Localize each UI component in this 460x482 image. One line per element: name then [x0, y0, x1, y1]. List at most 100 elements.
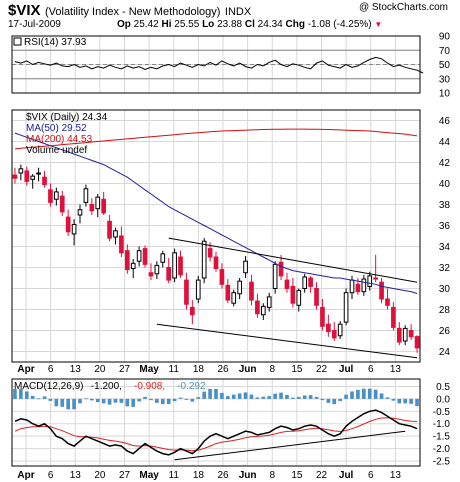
macd-histogram-bar [89, 398, 94, 401]
chart-title-area: $VIX (Volatility Index - New Methodology… [8, 2, 448, 32]
candle-body [119, 235, 124, 254]
macd-x-tick-label: 6 [48, 470, 54, 481]
macd-histogram-bar [344, 394, 348, 399]
price-x-tick-label: 15 [291, 364, 303, 375]
macd-x-tick-label: 27 [119, 470, 131, 481]
macd-histogram-bar [373, 389, 378, 399]
stat-lo-label: Lo [202, 19, 215, 30]
candle-body [12, 174, 18, 179]
macd-histogram-bar [101, 398, 106, 404]
candle-body [95, 196, 101, 210]
candle-body [302, 276, 308, 290]
candle-body [213, 256, 219, 270]
macd-tick-label: -2.5 [433, 457, 451, 468]
macd-x-tick-label: 11 [169, 470, 180, 481]
macd-histogram-bar [36, 398, 41, 400]
macd-histogram-bar [255, 397, 260, 399]
price-trendline [156, 323, 418, 359]
macd-histogram-bar [302, 395, 307, 399]
candle-body [396, 327, 402, 343]
macd-histogram-bar [42, 396, 47, 399]
macd-x-tick-label: 15 [291, 470, 303, 481]
macd-legend-entry: -1.200, [91, 381, 122, 392]
price-tick-label: 38 [439, 200, 451, 211]
stat-cl-label: Cl [244, 19, 255, 30]
candle-body [296, 290, 302, 306]
candle-body [184, 279, 189, 305]
price-x-tick-label: Jul [339, 364, 354, 375]
price-tick-label: 32 [439, 263, 451, 274]
candle-body [195, 279, 201, 300]
rsi-tick-label: 90 [439, 32, 451, 43]
macd-histogram-bar [220, 392, 224, 399]
candle-body [290, 285, 296, 304]
macd-tick-label: 0.5 [436, 382, 450, 393]
macd-histogram-bar [403, 398, 408, 404]
price-tick-label: 30 [439, 284, 451, 295]
candle-body [36, 172, 41, 175]
candle-body [367, 275, 373, 287]
macd-histogram-bar [202, 391, 207, 399]
stat-cl-value: 24.34 [257, 19, 283, 30]
price-x-tick-label: 13 [390, 364, 402, 375]
candle-body [391, 306, 396, 328]
macd-histogram-bar [119, 398, 124, 403]
candle-body [190, 306, 195, 316]
macd-histogram-bar [190, 398, 195, 402]
candle-body [42, 176, 47, 186]
candle-body [373, 277, 378, 280]
symbol-name: (Volatility Index - New Methodology) [44, 6, 221, 18]
candle-body [343, 292, 349, 323]
macd-histogram-bar [178, 397, 183, 399]
macd-histogram-bar [261, 396, 266, 399]
macd-histogram-bar [279, 392, 283, 399]
macd-legend-entry: MACD(12,26,9) [14, 381, 83, 392]
macd-x-tick-label: Apr [17, 470, 34, 481]
macd-histogram-bar [24, 391, 29, 399]
candle-body [201, 240, 207, 279]
stat-hi-value: 25.55 [174, 19, 200, 30]
candle-body [160, 253, 166, 263]
macd-signal-line [14, 417, 418, 452]
macd-histogram-bar [172, 398, 177, 402]
candle-body [54, 191, 59, 200]
macd-x-tick-label: 13 [70, 470, 82, 481]
ma50-line [14, 132, 418, 294]
price-x-tick-label: 18 [193, 364, 205, 375]
macd-histogram-bar [107, 398, 112, 405]
candle-body [284, 279, 290, 290]
macd-x-tick-label: 13 [390, 470, 402, 481]
macd-histogram-bar [237, 393, 242, 399]
candle-body [101, 198, 106, 214]
candle-body [249, 281, 254, 301]
macd-histogram-bar [149, 398, 153, 401]
macd-x-tick-label: Jul [339, 470, 354, 481]
macd-histogram-bar [291, 397, 295, 399]
macd-histogram-bar [409, 398, 413, 404]
price-x-tick-label: Jun [239, 364, 257, 375]
macd-tick-label: 0.0 [436, 394, 450, 405]
candle-body [124, 250, 130, 271]
macd-histogram-bar [13, 388, 17, 399]
price-tick-label: 26 [439, 326, 451, 337]
macd-histogram-bar [78, 398, 82, 404]
candle-body [130, 262, 136, 270]
candle-body [331, 330, 337, 339]
macd-x-tick-label: Jun [239, 470, 257, 481]
stat-lo-value: 23.88 [217, 19, 243, 30]
candle-body [308, 277, 313, 287]
candle-body [260, 305, 266, 316]
candle-body [243, 260, 248, 274]
macd-histogram-bar [48, 398, 53, 401]
rsi-tick-label: 30 [439, 74, 451, 85]
price-x-tick-label: 6 [368, 364, 374, 375]
candle-body [337, 323, 343, 337]
candle-body [278, 261, 284, 277]
macd-histogram-bar [30, 395, 35, 399]
macd-panel-frame [11, 378, 421, 467]
price-panel-frame [11, 109, 421, 363]
candle-body [48, 189, 53, 203]
macd-trendline [174, 430, 406, 461]
macd-histogram-bar [415, 398, 419, 407]
